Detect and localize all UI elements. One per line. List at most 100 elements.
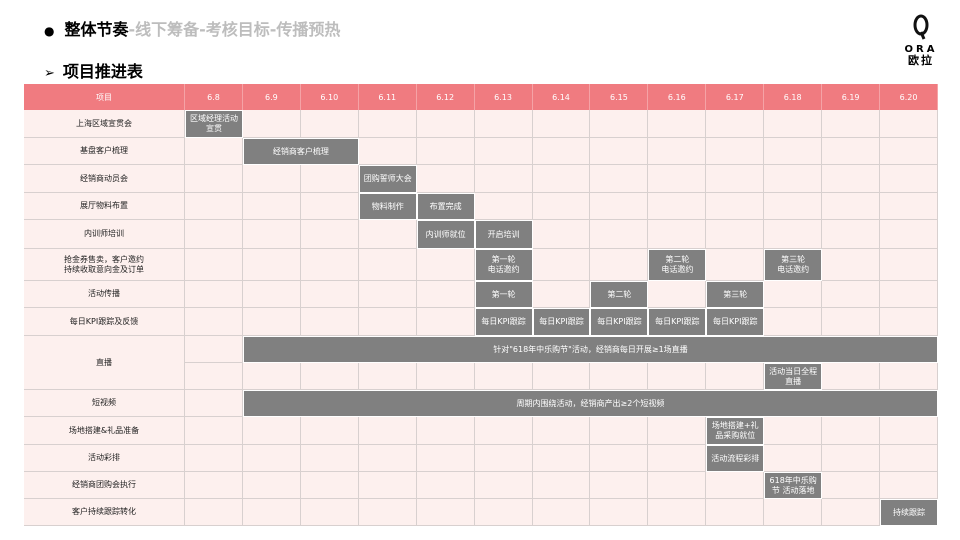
task-block: 每日KPI跟踪 <box>590 308 649 336</box>
row-label: 客户持续跟踪转化 <box>24 499 185 526</box>
empty-cell <box>590 363 649 390</box>
empty-cell <box>822 110 881 138</box>
empty-cell <box>590 165 649 193</box>
empty-cell <box>822 472 881 499</box>
empty-cell <box>648 417 707 445</box>
empty-cell <box>822 249 881 281</box>
empty-cell <box>880 220 938 249</box>
empty-cell <box>474 472 533 499</box>
row-label: 活动传播 <box>24 281 185 308</box>
empty-cell <box>706 165 765 193</box>
empty-cell <box>358 110 417 138</box>
empty-cell <box>532 220 591 249</box>
empty-cell <box>532 363 591 390</box>
empty-cell <box>242 165 301 193</box>
logo-mark <box>913 14 929 40</box>
task-block: 区域经理活动宣贯 <box>185 110 243 138</box>
row-label: 活动彩排 <box>24 445 185 472</box>
logo: ORA 欧拉 <box>898 14 944 67</box>
empty-cell <box>590 445 649 472</box>
empty-cell <box>358 281 417 308</box>
page-title: ● 整体节奏-线下筹备-考核目标-传播预热 <box>44 20 341 39</box>
empty-cell <box>300 249 359 281</box>
empty-cell <box>764 110 823 138</box>
empty-cell <box>300 363 359 390</box>
empty-cell <box>242 281 301 308</box>
empty-cell <box>300 193 359 220</box>
empty-cell <box>880 445 938 472</box>
empty-cell <box>648 138 707 165</box>
empty-cell <box>590 193 649 220</box>
empty-cell <box>648 165 707 193</box>
empty-cell <box>822 499 881 526</box>
empty-cell <box>590 499 649 526</box>
empty-cell <box>648 499 707 526</box>
empty-cell <box>590 417 649 445</box>
row-label: 展厅物料布置 <box>24 193 185 220</box>
empty-cell <box>880 363 938 390</box>
empty-cell <box>648 445 707 472</box>
empty-cell <box>185 417 243 445</box>
empty-cell <box>185 193 243 220</box>
empty-cell <box>648 363 707 390</box>
row-label: 短视频 <box>24 390 185 417</box>
empty-cell <box>358 138 417 165</box>
empty-cell <box>648 110 707 138</box>
task-block: 第一轮 <box>474 281 533 308</box>
date-header: 6.16 <box>648 84 707 110</box>
empty-cell <box>822 308 881 336</box>
empty-cell <box>648 472 707 499</box>
date-header: 6.10 <box>300 84 359 110</box>
empty-cell <box>590 472 649 499</box>
empty-cell <box>242 220 301 249</box>
empty-cell <box>300 472 359 499</box>
task-block: 针对"618年中乐购节"活动，经销商每日开展≥1场直播 <box>242 336 938 363</box>
empty-cell <box>185 308 243 336</box>
empty-cell <box>242 417 301 445</box>
logo-cn: 欧拉 <box>908 54 934 67</box>
empty-cell <box>880 165 938 193</box>
empty-cell <box>880 281 938 308</box>
empty-cell <box>648 193 707 220</box>
empty-cell <box>416 499 475 526</box>
task-block: 内训师就位 <box>416 220 475 249</box>
empty-cell <box>416 472 475 499</box>
empty-cell <box>532 281 591 308</box>
empty-cell <box>706 472 765 499</box>
task-block: 每日KPI跟踪 <box>474 308 533 336</box>
logo-latin: ORA <box>904 44 938 55</box>
empty-cell <box>474 138 533 165</box>
empty-cell <box>185 249 243 281</box>
empty-cell <box>474 363 533 390</box>
empty-cell <box>532 138 591 165</box>
empty-cell <box>416 308 475 336</box>
row-label: 抢金券售卖，客户邀约 持续收取意向金及订单 <box>24 249 185 281</box>
empty-cell <box>590 138 649 165</box>
task-block: 活动当日全程直播 <box>764 363 823 390</box>
empty-cell <box>185 390 243 417</box>
empty-cell <box>242 308 301 336</box>
subtitle: ➢ 项目推进表 <box>44 62 143 81</box>
empty-cell <box>185 499 243 526</box>
empty-cell <box>880 110 938 138</box>
empty-cell <box>358 308 417 336</box>
row-label: 经销商动员会 <box>24 165 185 193</box>
empty-cell <box>822 445 881 472</box>
empty-cell <box>880 417 938 445</box>
empty-cell <box>532 445 591 472</box>
date-header: 6.18 <box>764 84 823 110</box>
empty-cell <box>416 363 475 390</box>
empty-cell <box>358 363 417 390</box>
empty-cell <box>880 472 938 499</box>
task-block: 布置完成 <box>416 193 475 220</box>
empty-cell <box>185 363 243 390</box>
task-block: 第三轮 电话邀约 <box>764 249 823 281</box>
empty-cell <box>822 363 881 390</box>
empty-cell <box>880 193 938 220</box>
empty-cell <box>706 249 765 281</box>
subtitle-text: 项目推进表 <box>62 62 143 81</box>
task-block: 活动流程彩排 <box>706 445 765 472</box>
empty-cell <box>242 363 301 390</box>
empty-cell <box>474 165 533 193</box>
